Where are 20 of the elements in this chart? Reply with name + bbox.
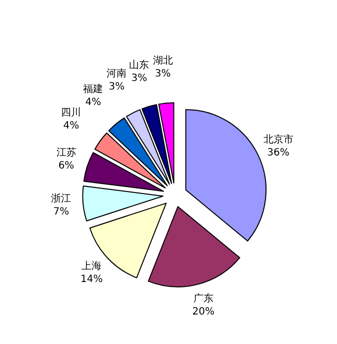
data-label: 7% (53, 206, 70, 218)
data-label: 4% (63, 120, 80, 132)
slice-label: 湖北 (152, 54, 173, 66)
slice-label: 四川 (61, 106, 82, 119)
data-label: 3% (154, 68, 171, 80)
slice-label: 广东 (193, 292, 214, 305)
data-label: 14% (80, 274, 103, 286)
slice-label: 浙江 (51, 192, 72, 205)
slice-label: 江苏 (56, 146, 76, 159)
data-label: 4% (85, 97, 102, 108)
data-label: 36% (267, 147, 290, 158)
slice-label: 河南 (106, 68, 127, 80)
slice-label: 北京市 (263, 133, 294, 146)
data-label: 3% (108, 82, 125, 93)
slice-label: 山东 (129, 58, 150, 71)
data-label: 20% (192, 306, 214, 318)
slice-label: 上海 (82, 260, 102, 272)
data-label: 3% (131, 72, 148, 84)
slice-label: 福建 (83, 83, 104, 96)
data-label: 6% (58, 160, 74, 172)
